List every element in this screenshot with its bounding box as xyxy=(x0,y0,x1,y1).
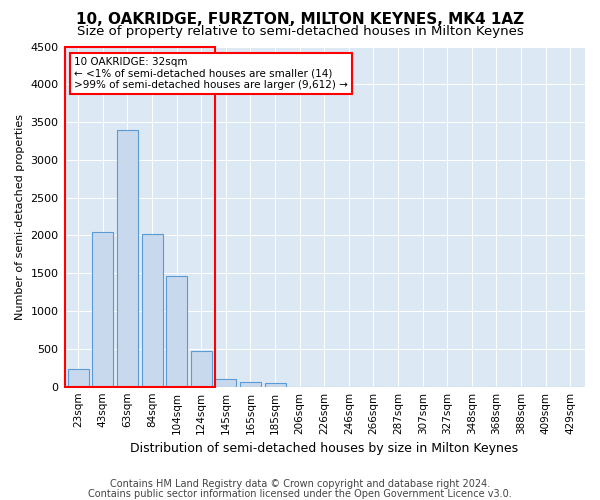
Text: Size of property relative to semi-detached houses in Milton Keynes: Size of property relative to semi-detach… xyxy=(77,25,523,38)
X-axis label: Distribution of semi-detached houses by size in Milton Keynes: Distribution of semi-detached houses by … xyxy=(130,442,518,455)
Bar xyxy=(166,276,187,386)
Bar xyxy=(265,383,286,386)
Text: 10, OAKRIDGE, FURZTON, MILTON KEYNES, MK4 1AZ: 10, OAKRIDGE, FURZTON, MILTON KEYNES, MK… xyxy=(76,12,524,28)
Bar xyxy=(117,130,138,386)
Text: 10 OAKRIDGE: 32sqm
← <1% of semi-detached houses are smaller (14)
>99% of semi-d: 10 OAKRIDGE: 32sqm ← <1% of semi-detache… xyxy=(74,56,348,90)
Bar xyxy=(92,232,113,386)
Bar xyxy=(68,370,89,386)
Bar xyxy=(215,379,236,386)
Bar xyxy=(240,382,261,386)
Text: Contains public sector information licensed under the Open Government Licence v3: Contains public sector information licen… xyxy=(88,489,512,499)
Text: Contains HM Land Registry data © Crown copyright and database right 2024.: Contains HM Land Registry data © Crown c… xyxy=(110,479,490,489)
Bar xyxy=(142,234,163,386)
Bar xyxy=(191,351,212,386)
Y-axis label: Number of semi-detached properties: Number of semi-detached properties xyxy=(15,114,25,320)
